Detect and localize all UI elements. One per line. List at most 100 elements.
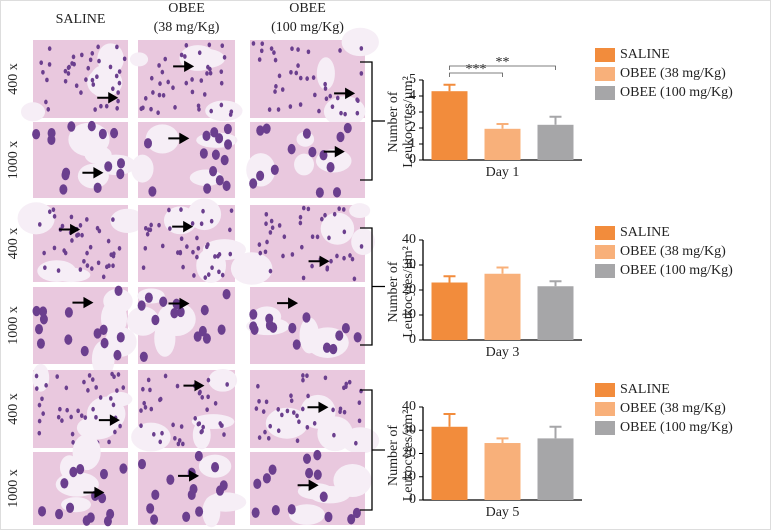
- nucleus: [272, 50, 276, 55]
- nucleus: [262, 123, 271, 134]
- nucleus: [175, 383, 180, 389]
- row-label: 400 x: [6, 63, 21, 95]
- nucleus: [207, 42, 212, 48]
- nucleus: [301, 275, 306, 281]
- column-header: OBEE: [168, 1, 205, 16]
- nucleus: [223, 123, 232, 135]
- nucleus: [329, 258, 333, 264]
- nucleus: [78, 267, 83, 272]
- error-bar: [496, 123, 509, 129]
- nucleus: [347, 514, 356, 525]
- nucleus: [116, 98, 120, 104]
- nucleus: [117, 80, 122, 86]
- arrow: [168, 132, 190, 145]
- arrow: [277, 297, 299, 309]
- nucleus: [277, 223, 282, 228]
- nucleus: [109, 396, 113, 401]
- y-tick-label: 40: [402, 399, 416, 414]
- nucleus: [93, 328, 102, 339]
- nucleus: [196, 245, 201, 251]
- nucleus: [143, 96, 148, 101]
- nucleus: [251, 507, 260, 518]
- nucleus: [100, 337, 109, 349]
- y-axis-label: Number of: [386, 91, 401, 152]
- column-header: (100 mg/Kg): [271, 20, 344, 35]
- nucleus: [82, 515, 91, 526]
- nucleus: [141, 265, 146, 271]
- nucleus: [280, 412, 284, 418]
- nucleus: [142, 400, 146, 406]
- nucleus: [215, 175, 224, 186]
- nucleus: [37, 430, 42, 436]
- nucleus: [106, 238, 111, 244]
- y-tick-label: 20: [402, 282, 416, 297]
- nucleus: [296, 47, 300, 52]
- nucleus: [324, 511, 333, 523]
- fat-cell: [351, 228, 375, 255]
- nucleus: [289, 69, 293, 75]
- arrow: [82, 167, 104, 179]
- nucleus: [323, 375, 328, 381]
- nucleus: [117, 69, 122, 74]
- nucleus: [177, 438, 182, 443]
- nucleus: [152, 432, 156, 437]
- nucleus: [64, 385, 69, 391]
- fat-cell: [246, 153, 276, 187]
- nucleus: [182, 511, 191, 522]
- nucleus: [331, 407, 335, 413]
- fat-cell: [208, 368, 238, 392]
- nucleus: [276, 407, 281, 412]
- nucleus: [179, 52, 184, 58]
- nucleus: [332, 432, 336, 438]
- nucleus: [271, 505, 280, 516]
- fat-cell: [154, 319, 176, 357]
- legend-label: OBEE (38 mg/Kg): [620, 66, 726, 81]
- fat-cell: [230, 252, 273, 285]
- nucleus: [86, 65, 91, 71]
- nucleus: [249, 309, 258, 320]
- nucleus: [335, 330, 344, 341]
- nucleus: [64, 334, 73, 345]
- y-tick-label: 2: [409, 120, 416, 135]
- nucleus: [335, 253, 339, 259]
- arrow: [59, 223, 81, 236]
- bar: [431, 282, 468, 340]
- y-tick-label: 10: [402, 307, 416, 322]
- nucleus: [193, 416, 198, 421]
- nucleus: [91, 82, 96, 87]
- arrow: [323, 145, 345, 158]
- y-axis-label: Leukocytes/µm²: [401, 246, 416, 338]
- nucleus: [200, 428, 204, 434]
- micrograph: [127, 287, 235, 364]
- nucleus: [308, 146, 317, 158]
- nucleus: [80, 52, 84, 58]
- nucleus: [261, 409, 266, 414]
- nucleus: [88, 244, 93, 250]
- micrograph: [32, 285, 137, 378]
- nucleus: [146, 503, 155, 514]
- nucleus: [323, 86, 328, 91]
- micrograph: [129, 40, 243, 122]
- nucleus: [143, 245, 148, 251]
- nucleus: [292, 339, 301, 350]
- nucleus: [141, 105, 145, 111]
- nucleus: [112, 374, 116, 380]
- arrow: [178, 470, 200, 482]
- column-header: SALINE: [56, 12, 106, 27]
- nucleus: [202, 92, 207, 97]
- nucleus: [97, 58, 101, 64]
- fat-cell: [72, 434, 101, 471]
- nucleus: [329, 343, 338, 355]
- nucleus: [79, 90, 83, 95]
- nucleus: [209, 165, 218, 177]
- nucleus: [148, 186, 157, 197]
- nucleus: [251, 41, 256, 46]
- fat-cell: [76, 416, 117, 440]
- fat-cell: [191, 414, 235, 430]
- nucleus: [317, 108, 321, 114]
- nucleus: [149, 106, 153, 112]
- y-tick-label: 20: [402, 446, 416, 461]
- nucleus: [290, 252, 295, 257]
- nucleus: [197, 50, 202, 56]
